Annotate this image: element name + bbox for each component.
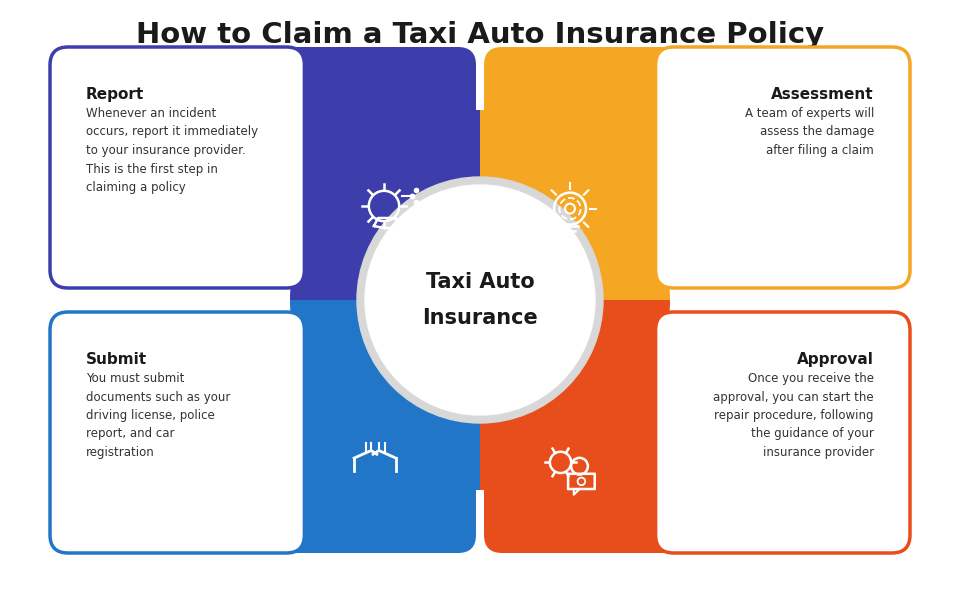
Circle shape bbox=[365, 185, 595, 415]
FancyBboxPatch shape bbox=[484, 47, 910, 288]
Circle shape bbox=[357, 177, 603, 423]
Wedge shape bbox=[290, 300, 480, 490]
FancyBboxPatch shape bbox=[656, 312, 910, 553]
Text: Once you receive the
approval, you can start the
repair procedure, following
the: Once you receive the approval, you can s… bbox=[713, 372, 874, 459]
FancyBboxPatch shape bbox=[484, 312, 910, 553]
Wedge shape bbox=[290, 110, 480, 300]
Wedge shape bbox=[480, 110, 670, 300]
Wedge shape bbox=[480, 300, 670, 490]
FancyBboxPatch shape bbox=[50, 312, 304, 553]
FancyBboxPatch shape bbox=[50, 47, 476, 288]
Text: A team of experts will
assess the damage
after filing a claim: A team of experts will assess the damage… bbox=[745, 107, 874, 157]
Text: Assessment: Assessment bbox=[772, 87, 874, 102]
FancyBboxPatch shape bbox=[50, 47, 304, 288]
Text: Insurance: Insurance bbox=[422, 308, 538, 328]
Text: How to Claim a Taxi Auto Insurance Policy: How to Claim a Taxi Auto Insurance Polic… bbox=[136, 21, 824, 49]
Text: You must submit
documents such as your
driving license, police
report, and car
r: You must submit documents such as your d… bbox=[86, 372, 230, 459]
FancyBboxPatch shape bbox=[656, 47, 910, 288]
Text: Taxi Auto: Taxi Auto bbox=[425, 272, 535, 292]
Text: Whenever an incident
occurs, report it immediately
to your insurance provider.
T: Whenever an incident occurs, report it i… bbox=[86, 107, 258, 194]
FancyBboxPatch shape bbox=[50, 312, 476, 553]
Text: Report: Report bbox=[86, 87, 144, 102]
Text: Submit: Submit bbox=[86, 352, 147, 367]
Text: Approval: Approval bbox=[797, 352, 874, 367]
